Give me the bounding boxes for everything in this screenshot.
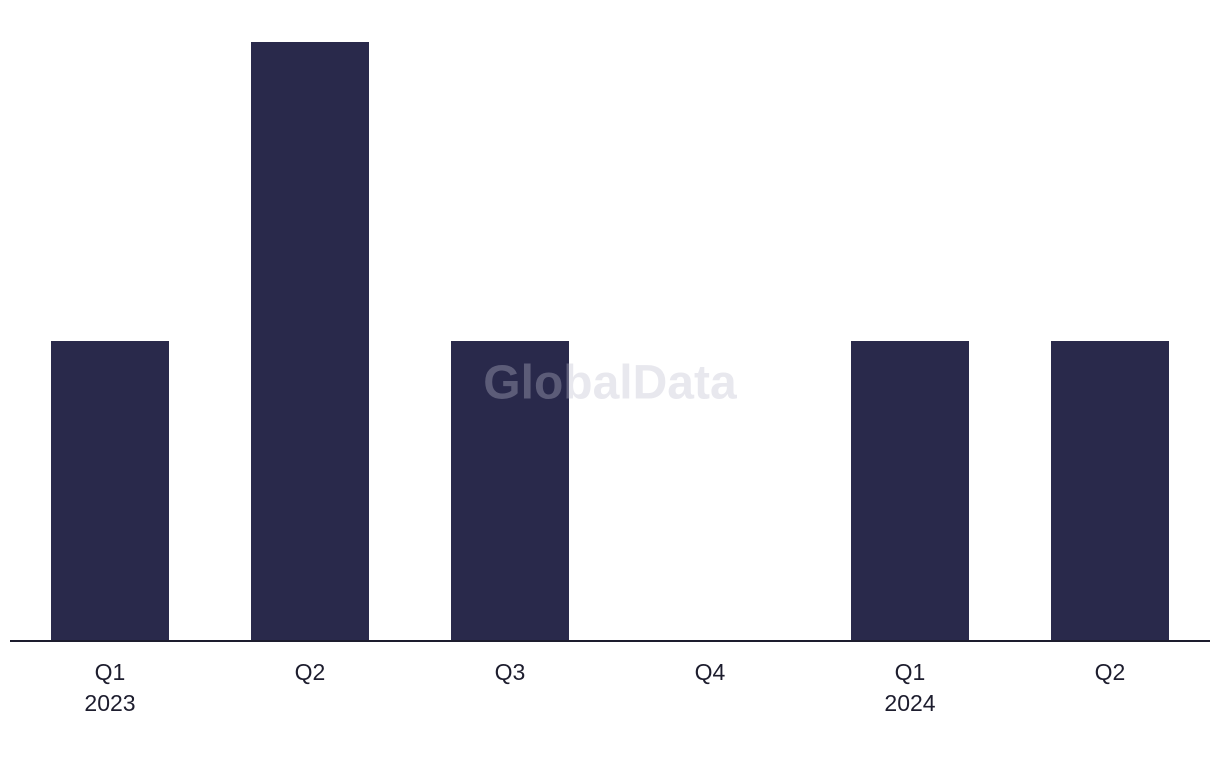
x-tick-label: Q4 — [695, 659, 726, 685]
bar — [851, 341, 969, 640]
bar — [51, 341, 169, 640]
watermark: GlobalData — [483, 357, 737, 410]
x-tick-label: Q3 — [495, 659, 526, 685]
x-tick-label: Q1 — [95, 659, 126, 685]
x-tick-year-label: 2024 — [884, 690, 935, 716]
bar — [451, 341, 569, 640]
x-tick-label: Q2 — [1095, 659, 1126, 685]
bar — [1051, 341, 1169, 640]
bar — [251, 42, 369, 640]
x-tick-label: Q1 — [895, 659, 926, 685]
x-tick-year-label: 2023 — [84, 690, 135, 716]
x-tick-label: Q2 — [295, 659, 326, 685]
